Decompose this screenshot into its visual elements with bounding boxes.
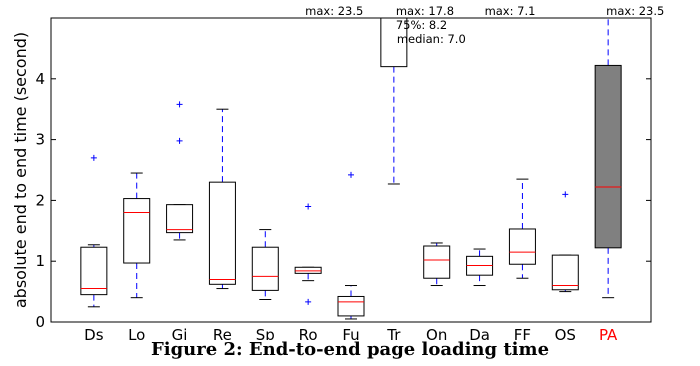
outlier-marker bbox=[348, 171, 354, 178]
box-fu bbox=[337, 171, 365, 320]
annotation-label: max: 23.5 bbox=[606, 4, 664, 18]
plot-frame bbox=[50, 17, 652, 323]
y-axis-label: absolute end to end time (second) bbox=[11, 32, 30, 308]
x-tick-label: PA bbox=[599, 326, 618, 340]
x-tick-label: On bbox=[426, 326, 447, 340]
annotation-label: max: 7.1 bbox=[485, 4, 536, 18]
box-sp bbox=[251, 229, 279, 301]
box-ff bbox=[508, 178, 536, 279]
outlier-marker bbox=[176, 137, 183, 144]
y-tick-label: 1 bbox=[35, 252, 45, 270]
box-body bbox=[337, 295, 365, 317]
box-body bbox=[594, 64, 622, 249]
box-on bbox=[423, 242, 451, 287]
y-tick-label: 0 bbox=[35, 313, 45, 331]
x-tick-label: Lo bbox=[128, 326, 145, 340]
figure-caption: Figure 2: End-to-end page loading time bbox=[150, 339, 550, 360]
x-tick-label: Gi bbox=[172, 326, 188, 340]
box-pa bbox=[594, 18, 622, 299]
box-body bbox=[251, 246, 279, 291]
box-body bbox=[294, 266, 322, 274]
box-plot-chart: 0 1 2 3 4 absolute end to end time (second) Ds… bbox=[11, 4, 664, 340]
box-body bbox=[380, 18, 408, 68]
box-lo bbox=[123, 172, 151, 299]
box-body bbox=[208, 181, 236, 285]
box-re bbox=[208, 108, 236, 290]
box-body bbox=[123, 198, 151, 264]
x-tick-label: Re bbox=[213, 326, 232, 340]
x-tick-label: FF bbox=[514, 326, 531, 340]
annotation-label: max: 17.8 bbox=[396, 4, 454, 18]
box-tr bbox=[380, 18, 408, 185]
outlier-marker bbox=[176, 101, 183, 108]
x-tick-label: Ro bbox=[299, 326, 318, 340]
x-tick-label: Tr bbox=[386, 326, 401, 340]
box-da bbox=[466, 248, 494, 287]
outlier-marker bbox=[305, 298, 312, 305]
box-body bbox=[508, 228, 536, 265]
y-tick-label: 3 bbox=[35, 131, 45, 149]
x-tick-label: Ds bbox=[84, 326, 104, 340]
box-body bbox=[551, 254, 579, 291]
outlier-marker bbox=[305, 203, 312, 210]
x-tick-label: Da bbox=[469, 326, 490, 340]
box-body bbox=[423, 245, 451, 279]
x-tick-label: Sp bbox=[256, 326, 275, 340]
box-ds bbox=[80, 154, 108, 308]
y-tick-label: 4 bbox=[35, 70, 45, 88]
y-tick-label: 2 bbox=[35, 191, 45, 209]
box-os bbox=[551, 191, 579, 293]
box-body bbox=[80, 246, 108, 296]
annotation-label: median: 7.0 bbox=[397, 32, 466, 46]
annotation-label: max: 23.5 bbox=[305, 4, 363, 18]
outlier-marker bbox=[90, 154, 97, 161]
box-ro bbox=[294, 203, 322, 305]
annotation-label: 75%: 8.2 bbox=[396, 18, 447, 32]
x-tick-label: Fu bbox=[342, 326, 359, 340]
box-gi bbox=[166, 101, 194, 241]
x-tick-label: OS bbox=[555, 326, 576, 340]
box-body bbox=[166, 204, 194, 234]
outlier-marker bbox=[562, 191, 569, 198]
